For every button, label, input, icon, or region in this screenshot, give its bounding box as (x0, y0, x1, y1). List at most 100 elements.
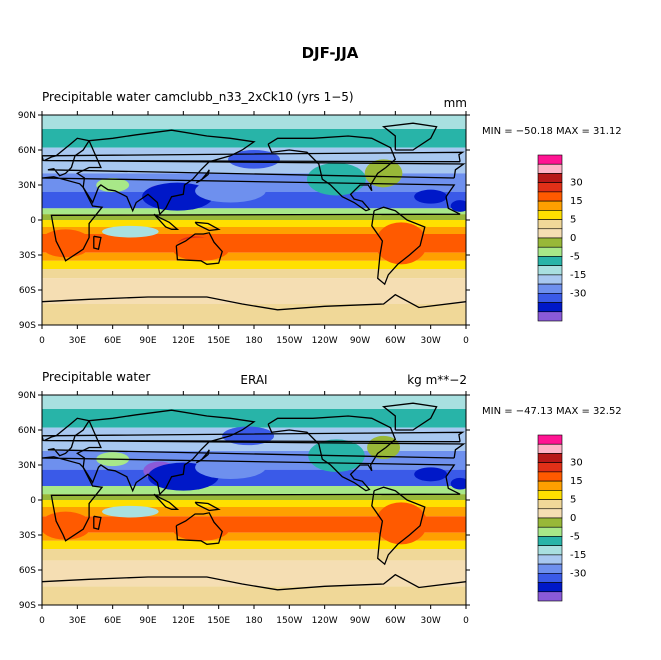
colorbar-swatch (537, 443, 563, 454)
coastline (42, 431, 465, 443)
panel-erai-colorbar: 30 15 5 0 -5 -15 -30 (537, 434, 586, 602)
coastline (194, 221, 221, 232)
contour-band (42, 486, 466, 495)
lat-tick-label: 90S (19, 321, 36, 331)
colorbar-swatch (537, 173, 563, 183)
coastline (153, 493, 180, 510)
lon-tick-label: 120W (312, 336, 338, 346)
colorbar-swatch (537, 536, 563, 546)
colorbar-swatch (537, 453, 563, 463)
contour-band (42, 269, 466, 279)
colorbar-swatch (537, 499, 563, 510)
coastline (381, 402, 438, 431)
panel-erai: Precipitable water ERAI kg m**−2 MIN = −… (18, 370, 622, 626)
coastline (267, 415, 397, 492)
panel-model: Precipitable water camclubb_n33_2xCk10 (… (18, 90, 622, 346)
lon-tick-label: 30E (69, 616, 86, 626)
panel-model-minmax: MIN = −50.18 MAX = 31.12 (482, 126, 622, 137)
lat-tick-label: 90N (18, 391, 36, 401)
colorbar-label: 30 (570, 178, 583, 189)
contour-band (42, 129, 466, 148)
contour-region (195, 179, 266, 203)
coastline (371, 486, 426, 566)
colorbar-label: 15 (570, 196, 583, 207)
contour-band (42, 220, 466, 227)
contour-band (42, 586, 466, 605)
contour-region (102, 225, 159, 238)
colorbar-swatch (537, 582, 563, 593)
lon-tick-label: 150E (207, 616, 230, 626)
colorbar-swatch (537, 200, 563, 211)
contour-band (42, 115, 466, 129)
panel-model-units: mm (444, 96, 467, 110)
colorbar-swatch (537, 163, 563, 174)
coastline (93, 235, 102, 250)
lat-tick-label: 60N (18, 146, 36, 156)
colorbar-label: -30 (570, 288, 586, 299)
contour-region (375, 222, 428, 265)
coastline (75, 409, 256, 496)
panel-model-colorbar: 30 15 5 0 -5 -15 -30 (537, 154, 586, 322)
lon-tick-label: 30W (420, 616, 440, 626)
contour-region (142, 182, 213, 211)
colorbar-swatch (537, 545, 563, 556)
contour-band (42, 227, 466, 234)
coastline (194, 501, 221, 512)
coastline (371, 206, 426, 286)
contour-region (375, 502, 428, 545)
lat-tick-label: 30N (18, 461, 36, 471)
contour-region (195, 455, 266, 480)
contour-band (42, 540, 466, 549)
colorbar-swatch (537, 274, 563, 285)
figure-title: DJF-JJA (302, 44, 359, 62)
contour-band (42, 409, 466, 428)
coastline (175, 512, 223, 545)
coastline (93, 515, 102, 530)
contour-band (42, 252, 466, 261)
coastline (195, 169, 210, 184)
colorbar-swatch (537, 210, 563, 220)
lon-tick-label: 90E (139, 336, 156, 346)
contour-band (42, 234, 466, 253)
colorbar-label: -5 (570, 251, 580, 262)
contour-band (42, 304, 466, 325)
contour-band (42, 507, 466, 517)
coastline (267, 135, 397, 212)
contour-band (42, 494, 466, 500)
coastline (75, 129, 256, 216)
panel-model-left-label: Precipitable water (42, 90, 150, 104)
colorbar-swatch (537, 283, 563, 294)
panel-erai-minmax: MIN = −47.13 MAX = 32.52 (482, 406, 622, 417)
lat-tick-label: 0 (30, 496, 36, 506)
lon-tick-label: 60W (385, 616, 405, 626)
lon-tick-label: 30W (420, 336, 440, 346)
colorbar-swatch (537, 237, 563, 248)
contour-band (42, 278, 466, 304)
colorbar-swatch (537, 293, 563, 303)
contour-region (450, 200, 466, 212)
colorbar-swatch (537, 182, 563, 193)
colorbar-swatch (537, 434, 563, 445)
lon-tick-label: 60E (104, 616, 121, 626)
contour-region (42, 229, 92, 258)
colorbar-swatch (537, 462, 563, 473)
colorbar-swatch (537, 246, 563, 257)
contour-band (42, 500, 466, 507)
contour-band (42, 549, 466, 561)
lon-tick-label: 150W (276, 616, 302, 626)
contour-band (42, 532, 466, 541)
lon-tick-label: 0 (39, 336, 45, 346)
colorbar-swatch (537, 256, 563, 266)
contour-band (42, 260, 466, 269)
lon-tick-label: 90W (350, 336, 370, 346)
colorbar-label: 5 (570, 495, 576, 506)
colorbar-swatch (537, 191, 563, 202)
lon-tick-label: 180 (245, 616, 262, 626)
lon-tick-label: 30E (69, 336, 86, 346)
lat-tick-label: 30S (19, 531, 36, 541)
contour-band (42, 516, 466, 533)
colorbar-label: -5 (570, 531, 580, 542)
contour-region (42, 511, 92, 540)
contour-band (42, 560, 466, 587)
